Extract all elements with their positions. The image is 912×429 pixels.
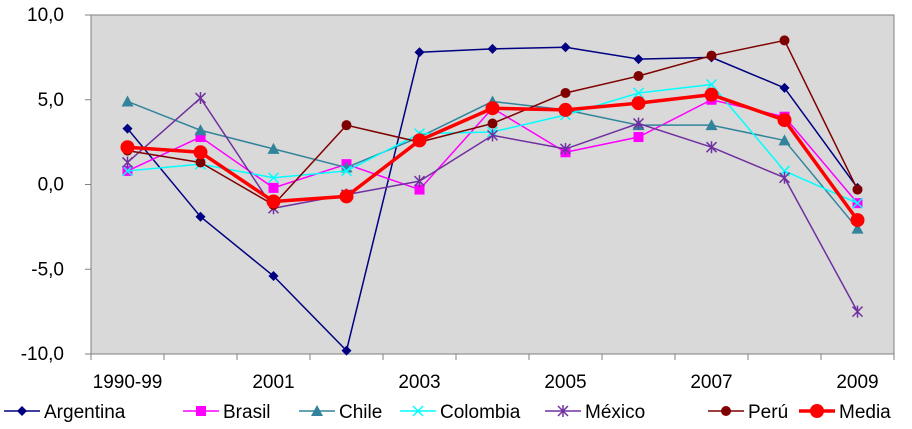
data-point (778, 134, 791, 146)
data-point (631, 96, 646, 111)
legend-label: Media (839, 402, 891, 423)
data-point (268, 271, 279, 282)
data-point (851, 305, 864, 318)
data-point (266, 194, 281, 209)
data-point (704, 87, 719, 102)
data-point (486, 129, 499, 142)
data-point (195, 211, 206, 222)
data-point (706, 50, 717, 61)
y-tick-label: 5,0 (38, 90, 64, 111)
legend-marker (721, 406, 731, 416)
data-point (340, 165, 353, 177)
x-tick-label: 1990-99 (93, 372, 163, 393)
data-point (632, 117, 645, 130)
y-tick-label: -10,0 (21, 344, 64, 365)
series-media (120, 87, 865, 228)
data-point (267, 172, 280, 184)
legend-item-mexico: México (545, 402, 645, 423)
data-point (121, 95, 134, 107)
data-point (122, 123, 133, 134)
data-point (705, 78, 718, 91)
legend-item-argentina: Argentina (4, 402, 126, 423)
legend-label: Perú (748, 402, 788, 423)
data-point (341, 120, 352, 131)
data-point (413, 175, 426, 188)
x-tick-label: 2001 (252, 372, 294, 393)
data-point (558, 102, 573, 117)
x-tick-label: 2007 (690, 372, 732, 393)
data-point (779, 35, 790, 46)
data-point (267, 142, 280, 154)
data-point (851, 197, 864, 209)
data-point (120, 140, 135, 155)
data-point (850, 213, 865, 228)
data-point (414, 184, 425, 195)
legend-item-media: Media (799, 402, 891, 423)
x-tick-label: 2009 (836, 372, 878, 393)
plot-area (90, 14, 895, 355)
data-point (779, 82, 790, 93)
data-point (632, 87, 645, 99)
data-point (705, 119, 718, 131)
legend-item-peru: Perú (708, 402, 788, 423)
legend-item-colombia: Colombia (400, 402, 521, 423)
legend-label: Colombia (440, 402, 521, 423)
y-tick-label: 10,0 (27, 5, 64, 26)
data-point (487, 118, 498, 129)
data-point (412, 133, 427, 148)
legend-item-chile: Chile (299, 402, 382, 423)
legend-label: Chile (339, 402, 382, 423)
legend-item-brasil: Brasil (183, 402, 271, 423)
legend-marker (412, 405, 424, 417)
data-point (121, 165, 134, 177)
legend-marker (557, 405, 569, 417)
data-point (852, 184, 863, 195)
data-point (487, 43, 498, 54)
data-point (560, 42, 571, 53)
legend-marker (196, 406, 206, 416)
data-point (194, 124, 207, 136)
data-point (194, 92, 207, 105)
data-point (560, 87, 571, 98)
data-point (705, 141, 718, 154)
legend-label: Argentina (44, 402, 126, 423)
x-tick-label: 2003 (398, 372, 440, 393)
data-point (777, 113, 792, 128)
data-point (268, 182, 279, 193)
series-peru (122, 35, 863, 210)
series-layer (120, 35, 865, 356)
data-point (851, 222, 864, 234)
legend-marker (311, 405, 323, 416)
data-point (121, 156, 134, 169)
data-point (341, 345, 352, 356)
y-tick-label: 0,0 (38, 175, 64, 196)
axes: 10,0 5,0 0,0 -5,0 -10,0 1990-99 2001 2003 2005 20… (21, 5, 895, 393)
legend-label: Brasil (223, 402, 271, 423)
legend-marker (17, 406, 27, 416)
data-point (559, 142, 572, 155)
data-point (485, 101, 500, 116)
data-point (195, 132, 206, 143)
data-point (414, 47, 425, 58)
y-tick-label: -5,0 (31, 259, 64, 280)
data-point (193, 145, 208, 160)
data-point (195, 157, 206, 168)
legend-label: México (585, 402, 645, 423)
legend: Argentina Brasil Chile Colombia México Perú Me… (4, 402, 891, 423)
data-point (633, 54, 644, 65)
x-tick-label: 2005 (544, 372, 586, 393)
data-point (633, 132, 644, 143)
data-point (778, 171, 791, 184)
data-point (339, 189, 354, 204)
data-point (633, 71, 644, 82)
legend-marker (810, 404, 824, 418)
